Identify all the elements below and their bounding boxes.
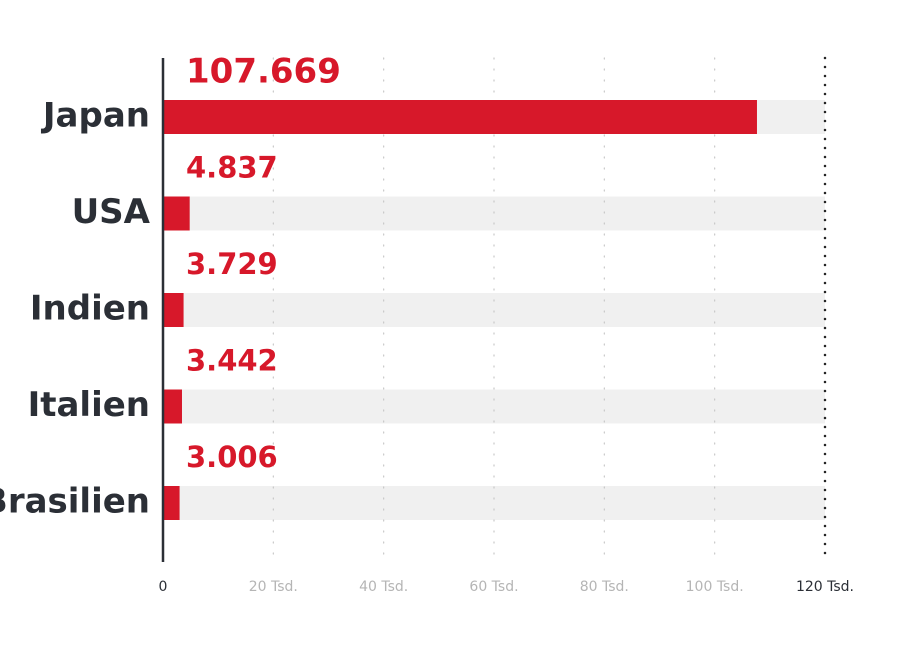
x-tick-label: 0 (159, 579, 168, 595)
bar (163, 196, 190, 231)
bar-background (163, 486, 825, 520)
bar (163, 389, 182, 424)
value-label: 3.006 (186, 440, 278, 474)
bar (163, 293, 184, 327)
category-label: Brasilien (0, 482, 150, 522)
value-label: 4.837 (186, 151, 278, 185)
x-tick-label: 120 Tsd. (796, 579, 854, 595)
x-tick-label: 60 Tsd. (469, 579, 518, 595)
bar-background (163, 389, 825, 424)
value-label: 3.442 (186, 344, 278, 378)
x-tick-label: 100 Tsd. (686, 579, 744, 595)
x-tick-label: 40 Tsd. (359, 579, 408, 595)
value-label: 107.669 (186, 52, 341, 92)
category-label: Japan (41, 96, 150, 136)
bar-background (163, 293, 825, 327)
value-label: 3.729 (186, 247, 278, 281)
category-label: USA (72, 192, 151, 232)
category-label: Indien (30, 289, 150, 329)
x-tick-label: 80 Tsd. (580, 579, 629, 595)
x-tick-label: 20 Tsd. (249, 579, 298, 595)
bar (163, 486, 180, 520)
bar (163, 100, 757, 134)
category-label: Italien (28, 385, 150, 425)
